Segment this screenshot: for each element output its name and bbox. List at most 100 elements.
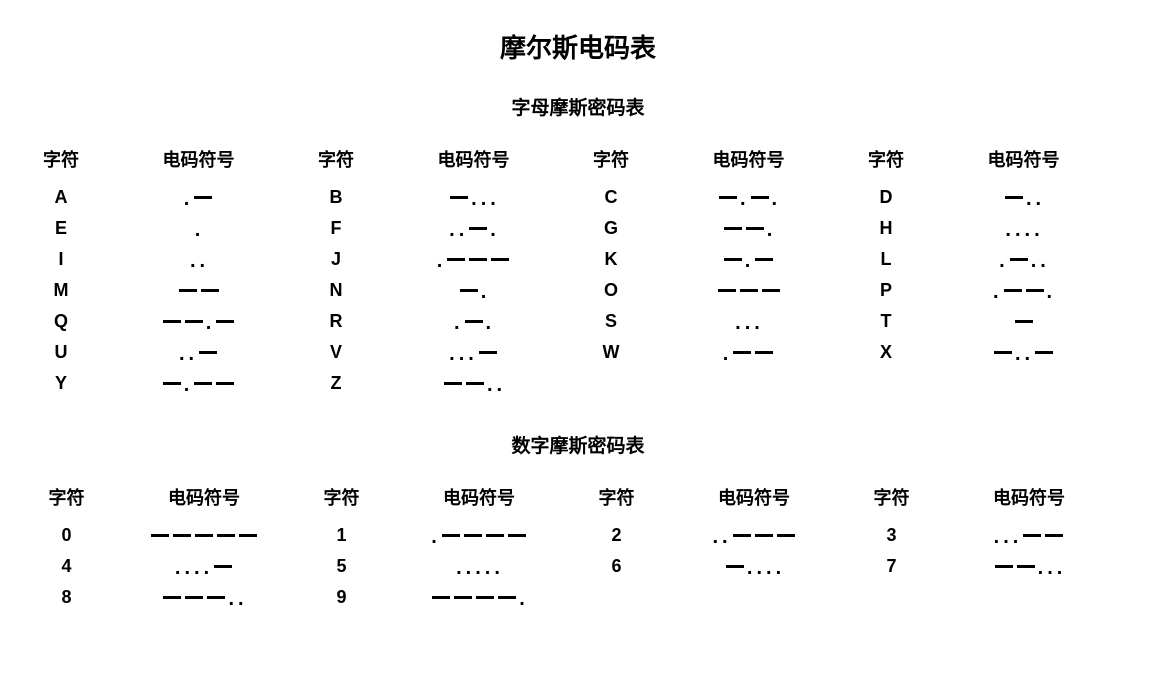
table-row: U..V...W.X.. [28, 337, 1128, 368]
code-cell: .. [369, 368, 578, 399]
char-cell: 4 [28, 551, 105, 582]
morse-code: .... [174, 556, 234, 576]
morse-code: . [183, 187, 215, 207]
code-cell: . [380, 582, 578, 613]
code-cell [655, 582, 853, 613]
table-row: 4....5.....6....7... [28, 551, 1128, 582]
morse-code: .. [161, 587, 246, 607]
char-cell: Z [303, 368, 369, 399]
digits-table: 字符电码符号字符电码符号字符电码符号字符电码符号01.2..3...4....5… [28, 478, 1128, 613]
char-cell: P [853, 275, 919, 306]
code-cell [930, 582, 1128, 613]
code-cell: . [94, 368, 303, 399]
code-cell: .. [94, 244, 303, 275]
code-cell: ... [369, 182, 578, 213]
code-cell: ... [369, 337, 578, 368]
code-cell: . [644, 244, 853, 275]
code-cell: . [94, 306, 303, 337]
code-cell: .. [105, 582, 303, 613]
char-cell: 6 [578, 551, 655, 582]
char-cell: U [28, 337, 94, 368]
section-gap [28, 399, 1128, 423]
char-cell: O [578, 275, 644, 306]
code-cell [105, 520, 303, 551]
char-cell: V [303, 337, 369, 368]
char-cell: M [28, 275, 94, 306]
char-cell: 7 [853, 551, 930, 582]
morse-code: .. [442, 373, 505, 393]
section-subtitle: 数字摩斯密码表 [28, 431, 1128, 458]
table-row: I..J.K.L... [28, 244, 1128, 275]
char-cell: Q [28, 306, 94, 337]
table-row: A.B...C..D.. [28, 182, 1128, 213]
section-subtitle: 字母摩斯密码表 [28, 93, 1128, 120]
char-cell: N [303, 275, 369, 306]
col-header-char: 字符 [28, 478, 105, 520]
char-cell: 0 [28, 520, 105, 551]
char-cell: T [853, 306, 919, 337]
col-header-char: 字符 [303, 140, 369, 182]
col-header-code: 电码符号 [380, 478, 578, 520]
morse-code: .. [711, 525, 796, 545]
code-cell: . [369, 244, 578, 275]
morse-code: . [458, 280, 490, 300]
char-cell: H [853, 213, 919, 244]
char-cell: S [578, 306, 644, 337]
morse-code: . [161, 373, 237, 393]
col-header-char: 字符 [578, 478, 655, 520]
code-cell: .... [655, 551, 853, 582]
code-cell: .... [105, 551, 303, 582]
morse-code: ... [734, 311, 763, 331]
table-header-row: 字符电码符号字符电码符号字符电码符号字符电码符号 [28, 478, 1128, 520]
morse-code: ..... [455, 556, 503, 576]
morse-code: .. [178, 342, 219, 362]
table-row: 8.. 9. [28, 582, 1128, 613]
morse-code: .... [724, 556, 784, 576]
code-cell: . [94, 182, 303, 213]
morse-code: ... [998, 249, 1049, 269]
morse-code: . [722, 249, 776, 269]
code-cell [644, 275, 853, 306]
code-cell: . [380, 520, 578, 551]
char-cell: 8 [28, 582, 105, 613]
morse-code: ... [448, 187, 499, 207]
char-cell: I [28, 244, 94, 275]
char-cell: D [853, 182, 919, 213]
morse-code: . [436, 249, 512, 269]
col-header-code: 电码符号 [655, 478, 853, 520]
char-cell: J [303, 244, 369, 275]
char-cell [578, 368, 644, 399]
morse-code: ... [448, 218, 499, 238]
morse-code: . [161, 311, 237, 331]
col-header-char: 字符 [28, 140, 94, 182]
letters-table: 字符电码符号字符电码符号字符电码符号字符电码符号A.B...C..D..E.F.… [28, 140, 1128, 399]
code-cell: . [369, 275, 578, 306]
morse-code: .. [1003, 187, 1044, 207]
code-cell [919, 306, 1128, 337]
code-cell: ... [930, 520, 1128, 551]
char-cell: F [303, 213, 369, 244]
char-cell: R [303, 306, 369, 337]
char-cell: W [578, 337, 644, 368]
char-cell: E [28, 213, 94, 244]
code-cell: .... [919, 213, 1128, 244]
col-header-code: 电码符号 [644, 140, 853, 182]
page-title: 摩尔斯电码表 [28, 28, 1128, 65]
morse-code: ... [448, 342, 499, 362]
code-cell: .. [94, 337, 303, 368]
char-cell [853, 368, 919, 399]
char-cell: 9 [303, 582, 380, 613]
char-cell [578, 582, 655, 613]
morse-code: .... [1004, 218, 1042, 238]
col-header-char: 字符 [853, 478, 930, 520]
table-row: Q.R..S...T [28, 306, 1128, 337]
code-cell: ... [369, 213, 578, 244]
char-cell [853, 582, 930, 613]
morse-code [149, 525, 259, 545]
sections-container: 字母摩斯密码表字符电码符号字符电码符号字符电码符号字符电码符号A.B...C..… [28, 93, 1128, 613]
morse-code: . [722, 342, 776, 362]
char-cell: 2 [578, 520, 655, 551]
code-cell: ... [930, 551, 1128, 582]
char-cell: Y [28, 368, 94, 399]
code-cell: .. [919, 337, 1128, 368]
